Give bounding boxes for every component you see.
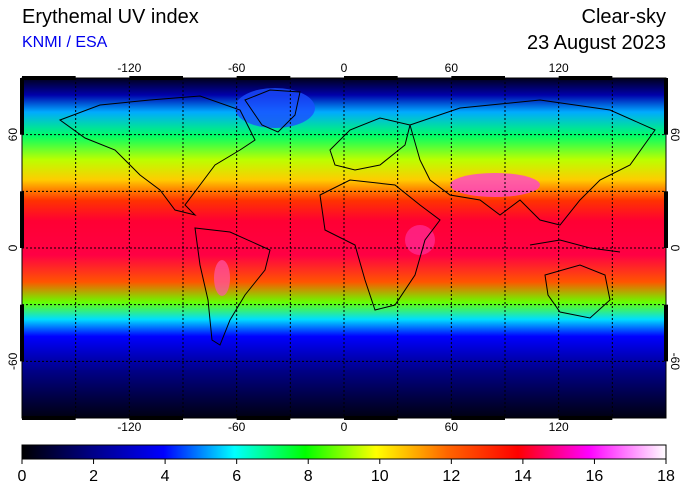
lon-tick-label-top: -60 — [228, 61, 246, 75]
lat-tick-label-right: 0 — [668, 245, 682, 252]
lon-tick-label-top: 120 — [549, 61, 569, 75]
lat-tick-label-right: 60 — [668, 128, 682, 142]
colorbar-tick-label: 10 — [371, 468, 389, 485]
lon-tick-label-top: 60 — [445, 61, 459, 75]
coast-asia — [409, 99, 656, 226]
lon-labels-top: -120 -60 0 60 120 — [117, 61, 569, 75]
greenland-low-uv — [235, 88, 315, 128]
coast-south-america — [194, 227, 271, 346]
coast-europe — [329, 117, 411, 171]
source-label: KNMI / ESA — [22, 34, 108, 51]
colorbar-tick-label: 12 — [442, 468, 460, 485]
colorbar-tick-label: 2 — [89, 468, 98, 485]
lat-labels-left: 60 0 -60 — [6, 128, 20, 370]
colorbar-tick-label: 16 — [586, 468, 604, 485]
east-africa-high-uv — [405, 225, 435, 255]
colorbar-ticks: 0 2 4 6 8 10 12 14 16 18 — [18, 459, 675, 485]
coast-greenland — [244, 89, 301, 133]
lat-tick-label-left: 0 — [6, 244, 20, 251]
frame-scale-bars — [20, 76, 668, 420]
colorbar-tick-label: 0 — [18, 468, 27, 485]
lat-labels-right: 60 0 -60 — [668, 128, 682, 370]
coast-australia — [544, 264, 611, 319]
date-label: 23 August 2023 — [526, 32, 666, 54]
sky-mode-label: Clear-sky — [581, 6, 666, 28]
map-title: Erythemal UV index — [22, 6, 199, 28]
coast-africa — [319, 179, 441, 311]
andes-high-uv — [214, 260, 230, 296]
coastlines — [58, 89, 656, 346]
lon-tick-label-top: 0 — [341, 61, 348, 75]
tibet-high-uv — [450, 173, 540, 197]
lon-tick-label-bottom: 120 — [549, 420, 569, 434]
lon-tick-label-bottom: -60 — [228, 420, 246, 434]
colorbar-tick-label: 6 — [232, 468, 241, 485]
colorbar-tick-label: 14 — [514, 468, 532, 485]
lat-tick-label-left: -60 — [6, 352, 20, 370]
lon-tick-label-bottom: 0 — [341, 420, 348, 434]
colorbar — [21, 444, 667, 460]
lon-tick-label-top: -120 — [117, 61, 141, 75]
lon-tick-label-bottom: 60 — [445, 420, 459, 434]
colorbar-tick-label: 8 — [304, 468, 313, 485]
coast-indonesia — [529, 239, 621, 253]
lon-labels-bottom: -120 -60 0 60 120 — [117, 420, 569, 434]
lat-tick-label-left: 60 — [6, 128, 20, 142]
coast-north-america — [58, 95, 256, 216]
colorbar-tick-label: 4 — [161, 468, 170, 485]
lon-tick-label-bottom: -120 — [117, 420, 141, 434]
lat-tick-label-right: -60 — [668, 353, 682, 371]
colorbar-tick-label: 18 — [657, 468, 675, 485]
graticule — [22, 78, 666, 418]
